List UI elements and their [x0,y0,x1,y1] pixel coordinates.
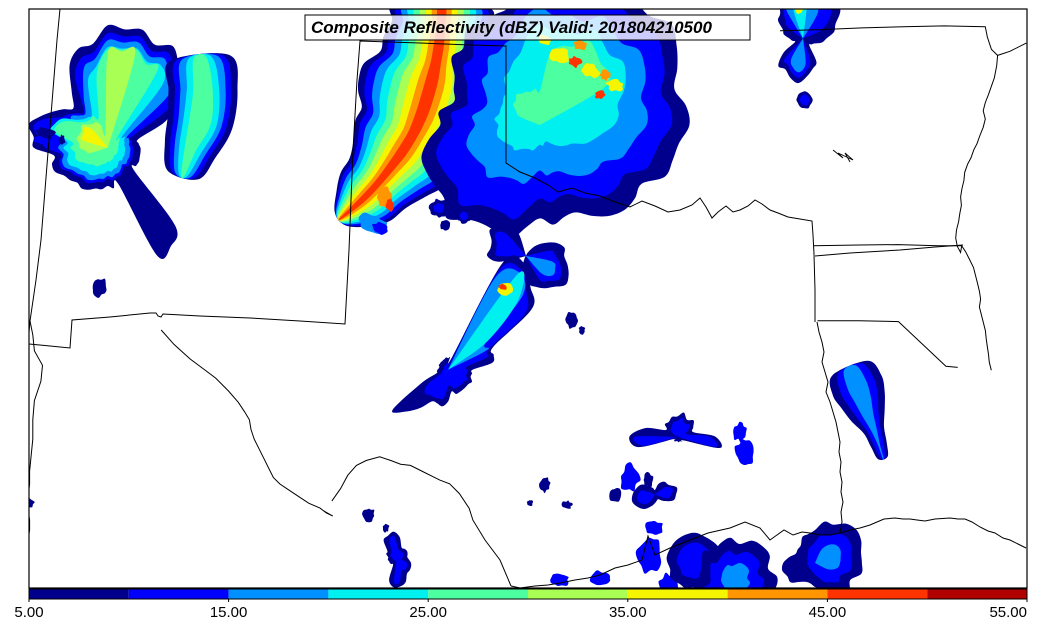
svg-text:45.00: 45.00 [809,604,847,621]
svg-text:55.00: 55.00 [989,604,1027,621]
svg-text:5.00: 5.00 [14,604,43,621]
svg-text:25.00: 25.00 [409,604,447,621]
svg-text:35.00: 35.00 [609,604,647,621]
svg-text:Composite Reflectivity (dBZ) V: Composite Reflectivity (dBZ) Valid: 2018… [311,18,712,37]
svg-text:15.00: 15.00 [210,604,248,621]
